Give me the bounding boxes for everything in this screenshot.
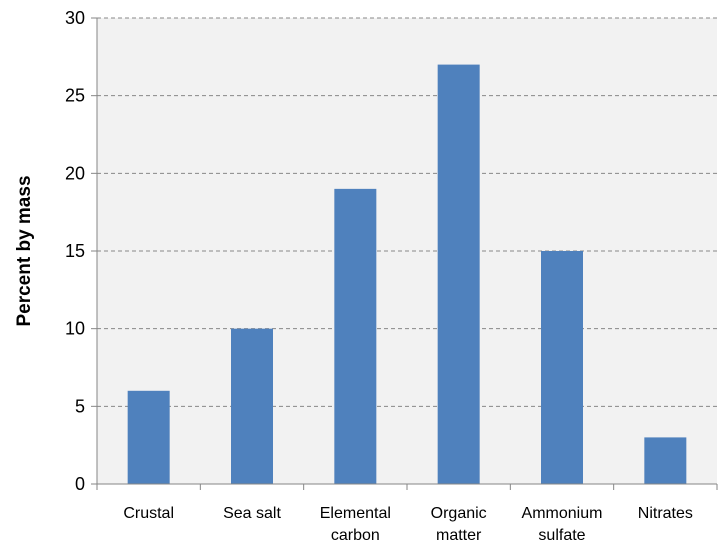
- x-category-label-2-1: carbon: [331, 527, 380, 544]
- x-category-label-4-0: Ammonium: [522, 505, 603, 522]
- y-tick-label-10: 10: [65, 319, 85, 339]
- bar-0: [127, 390, 170, 484]
- gridlines: [97, 17, 717, 407]
- y-axis-title: Percent by mass: [14, 175, 35, 326]
- y-tick-label-20: 20: [65, 163, 85, 183]
- x-category-label-3-0: Organic: [431, 505, 487, 522]
- bars: [127, 64, 687, 484]
- y-tick-labels: 0 5 10 15 20 25 30: [65, 8, 85, 494]
- y-tick-label-5: 5: [75, 396, 85, 416]
- bar-1: [231, 328, 273, 484]
- x-category-label-4-1: sulfate: [538, 527, 585, 544]
- x-category-label-1-0: Sea salt: [223, 505, 281, 522]
- axes: [91, 17, 718, 490]
- y-tick-label-25: 25: [65, 86, 85, 106]
- bar-5: [644, 437, 687, 484]
- x-category-labels: Crustal Sea salt Elemental carbon Organic mat…: [123, 505, 693, 544]
- bar-2: [334, 188, 377, 484]
- x-category-label-3-1: matter: [436, 527, 482, 544]
- x-category-label-5-0: Nitrates: [638, 505, 693, 522]
- x-category-label-0-0: Crustal: [123, 505, 174, 522]
- y-tick-label-15: 15: [65, 241, 85, 261]
- bar-4: [541, 251, 583, 484]
- x-category-label-2-0: Elemental: [320, 505, 391, 522]
- bar-3: [437, 64, 480, 484]
- y-tick-label-0: 0: [75, 474, 85, 494]
- y-tick-label-30: 30: [65, 8, 85, 28]
